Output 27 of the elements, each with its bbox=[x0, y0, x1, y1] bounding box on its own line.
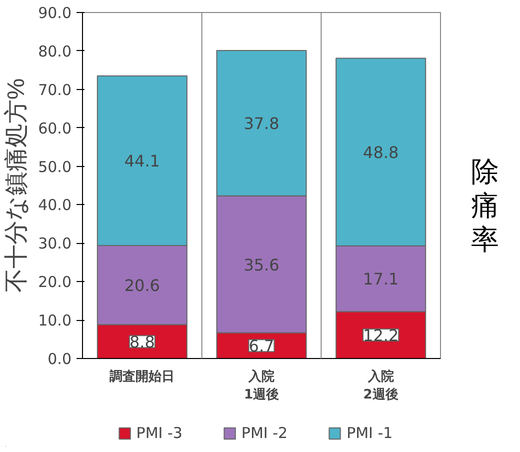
data-label: 20.6 bbox=[124, 276, 160, 296]
y-tick-label: 30.0 bbox=[38, 234, 72, 253]
legend-label: PMI -3 bbox=[136, 424, 182, 442]
y-tick-label: 20.0 bbox=[38, 273, 72, 292]
y-tick-label: 50.0 bbox=[38, 158, 72, 176]
data-label: 17.1 bbox=[363, 270, 399, 289]
data-label: 35.6 bbox=[244, 255, 280, 274]
y-tick-label: 0.0 bbox=[48, 350, 72, 368]
data-label: 8.8 bbox=[129, 332, 155, 352]
y-tick-label: 60.0 bbox=[38, 119, 72, 138]
y2-axis-title: 除痛率 bbox=[471, 155, 499, 257]
y-tick-label: 40.0 bbox=[38, 196, 72, 214]
y-tick-label: 90.0 bbox=[38, 4, 72, 22]
data-label: 12.2 bbox=[363, 326, 399, 346]
legend-label: PMI -2 bbox=[241, 424, 288, 442]
legend-label: PMI -1 bbox=[346, 424, 393, 442]
data-label: 48.8 bbox=[363, 143, 399, 162]
data-label: 37.8 bbox=[244, 114, 280, 134]
y-axis-title: 不十分な鎮痛処方% bbox=[3, 78, 30, 293]
x-tick-label: 調査開始日 bbox=[110, 368, 175, 384]
data-label: 44.1 bbox=[124, 152, 160, 171]
y-tick-label: 80.0 bbox=[38, 42, 72, 60]
x-tick-label: 入院 1週後 bbox=[244, 368, 280, 402]
x-tick-label: 入院 2週後 bbox=[363, 368, 398, 402]
data-label: 6.7 bbox=[248, 336, 274, 356]
y-tick-label: 10.0 bbox=[38, 312, 72, 330]
y-tick-label: 70.0 bbox=[38, 80, 72, 99]
